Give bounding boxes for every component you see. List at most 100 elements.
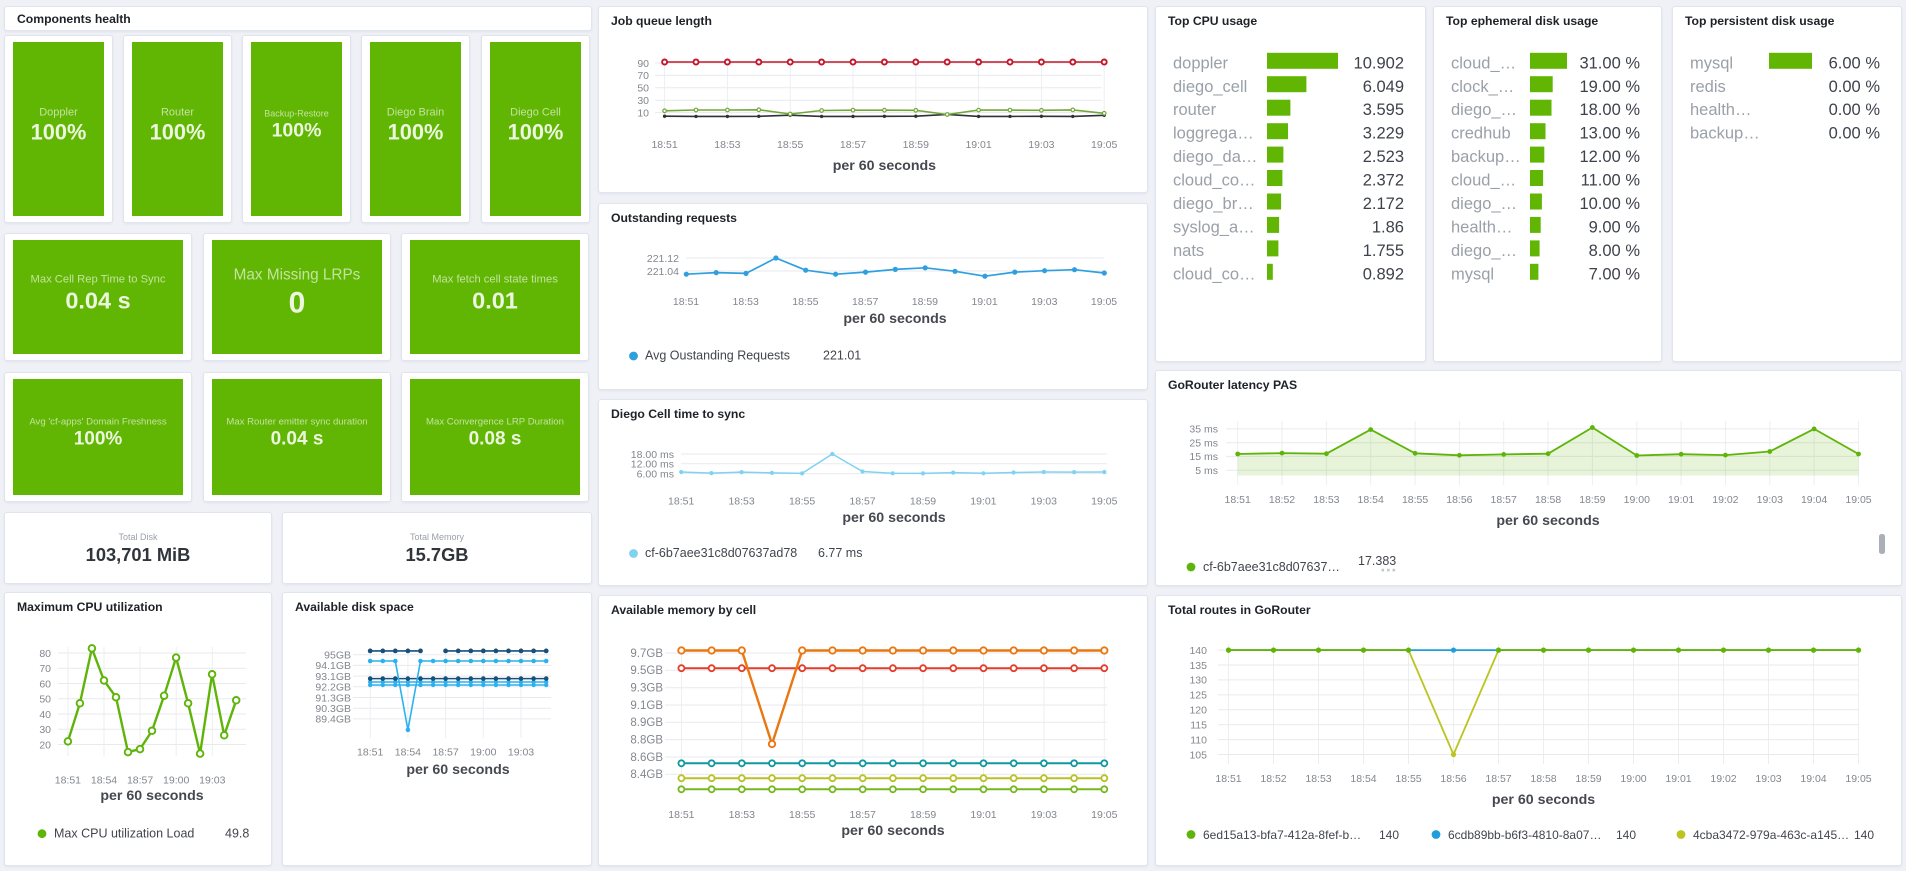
- svg-text:18:59: 18:59: [1575, 773, 1601, 785]
- svg-text:per 60 seconds: per 60 seconds: [833, 158, 936, 174]
- svg-text:93.1GB: 93.1GB: [315, 671, 351, 683]
- svg-text:19.00 %: 19.00 %: [1579, 78, 1640, 96]
- svg-text:10.00 %: 10.00 %: [1579, 195, 1640, 213]
- svg-text:19:03: 19:03: [508, 747, 534, 759]
- svg-text:12.00 ms: 12.00 ms: [631, 459, 674, 471]
- svg-text:221.04: 221.04: [647, 266, 679, 278]
- svg-text:cloud_…: cloud_…: [1451, 54, 1516, 72]
- svg-text:4cba3472-979a-463c-a145…: 4cba3472-979a-463c-a145…: [1693, 828, 1849, 842]
- svg-text:18:54: 18:54: [395, 747, 421, 759]
- svg-text:19:01: 19:01: [970, 809, 996, 821]
- svg-text:18:57: 18:57: [852, 296, 878, 308]
- svg-text:per 60 seconds: per 60 seconds: [100, 788, 203, 804]
- svg-text:cf-6b7aee31c8d07637…: cf-6b7aee31c8d07637…: [1203, 560, 1340, 574]
- svg-text:19:02: 19:02: [1710, 773, 1736, 785]
- svg-text:18:53: 18:53: [733, 296, 759, 308]
- svg-text:40: 40: [39, 709, 51, 721]
- svg-text:18:57: 18:57: [432, 747, 458, 759]
- svg-text:18:57: 18:57: [849, 496, 875, 508]
- svg-text:18:57: 18:57: [1485, 773, 1511, 785]
- svg-text:19:00: 19:00: [1620, 773, 1646, 785]
- svg-text:90.3GB: 90.3GB: [315, 703, 351, 715]
- svg-text:2.172: 2.172: [1363, 195, 1404, 213]
- svg-text:92.2GB: 92.2GB: [315, 682, 351, 694]
- svg-text:18:52: 18:52: [1269, 494, 1295, 506]
- svg-text:19:05: 19:05: [1845, 773, 1871, 785]
- svg-text:3.595: 3.595: [1363, 101, 1404, 119]
- svg-text:12.00 %: 12.00 %: [1579, 148, 1640, 166]
- svg-text:backup…: backup…: [1690, 125, 1760, 143]
- svg-text:diego_da…: diego_da…: [1173, 148, 1257, 166]
- svg-text:syslog_a…: syslog_a…: [1173, 218, 1255, 236]
- svg-text:18:51: 18:51: [1215, 773, 1241, 785]
- svg-text:18:59: 18:59: [910, 496, 936, 508]
- svg-text:per 60 seconds: per 60 seconds: [406, 762, 509, 778]
- svg-text:10.902: 10.902: [1354, 54, 1404, 72]
- svg-text:135: 135: [1189, 660, 1207, 672]
- svg-text:8.4GB: 8.4GB: [630, 769, 663, 781]
- svg-text:19:01: 19:01: [970, 496, 996, 508]
- svg-text:doppler: doppler: [1173, 54, 1229, 72]
- svg-text:13.00 %: 13.00 %: [1579, 125, 1640, 143]
- svg-text:health…: health…: [1690, 101, 1751, 119]
- svg-text:9.1GB: 9.1GB: [630, 700, 663, 712]
- svg-text:18:55: 18:55: [1402, 494, 1428, 506]
- svg-text:18:59: 18:59: [1579, 494, 1605, 506]
- svg-text:7.00 %: 7.00 %: [1589, 265, 1641, 283]
- svg-text:19:03: 19:03: [199, 775, 225, 787]
- svg-text:140: 140: [1379, 828, 1399, 842]
- svg-text:19:05: 19:05: [1091, 809, 1117, 821]
- svg-text:cloud_co…: cloud_co…: [1173, 172, 1256, 190]
- svg-text:18.00 %: 18.00 %: [1579, 101, 1640, 119]
- svg-text:8.6GB: 8.6GB: [630, 752, 663, 764]
- svg-text:110: 110: [1190, 734, 1207, 746]
- svg-text:18:51: 18:51: [668, 809, 694, 821]
- svg-text:8.9GB: 8.9GB: [630, 717, 663, 729]
- svg-text:19:03: 19:03: [1031, 496, 1057, 508]
- svg-text:0.00 %: 0.00 %: [1829, 125, 1881, 143]
- svg-text:9.5GB: 9.5GB: [630, 665, 663, 677]
- svg-text:95GB: 95GB: [324, 650, 351, 662]
- svg-text:130: 130: [1189, 675, 1207, 687]
- svg-text:18:55: 18:55: [777, 139, 803, 151]
- svg-text:cloud_co…: cloud_co…: [1173, 265, 1256, 283]
- svg-text:19:03: 19:03: [1031, 809, 1057, 821]
- svg-text:19:04: 19:04: [1801, 494, 1827, 506]
- svg-text:19:04: 19:04: [1800, 773, 1826, 785]
- svg-text:140: 140: [1854, 828, 1874, 842]
- svg-text:120: 120: [1189, 705, 1207, 717]
- svg-text:91.3GB: 91.3GB: [315, 692, 351, 704]
- svg-text:94.1GB: 94.1GB: [315, 660, 351, 672]
- svg-text:50: 50: [39, 694, 51, 706]
- svg-text:18:53: 18:53: [1313, 494, 1339, 506]
- svg-text:18:52: 18:52: [1260, 773, 1286, 785]
- svg-text:per 60 seconds: per 60 seconds: [841, 823, 944, 839]
- svg-text:19:01: 19:01: [1668, 494, 1694, 506]
- svg-text:9.00 %: 9.00 %: [1589, 218, 1641, 236]
- svg-text:18:53: 18:53: [714, 139, 740, 151]
- svg-text:cloud_…: cloud_…: [1451, 172, 1516, 190]
- svg-text:18:58: 18:58: [1535, 494, 1561, 506]
- svg-text:0.00 %: 0.00 %: [1829, 101, 1881, 119]
- svg-text:19:05: 19:05: [1091, 139, 1117, 151]
- svg-text:70: 70: [39, 663, 51, 675]
- svg-text:18:53: 18:53: [729, 809, 755, 821]
- svg-text:per 60 seconds: per 60 seconds: [1492, 792, 1595, 808]
- svg-text:125: 125: [1189, 690, 1207, 702]
- svg-text:18:51: 18:51: [651, 139, 677, 151]
- svg-text:105: 105: [1189, 749, 1207, 761]
- svg-text:18:55: 18:55: [789, 809, 815, 821]
- svg-text:19:01: 19:01: [971, 296, 997, 308]
- svg-text:nats: nats: [1173, 242, 1204, 260]
- svg-text:18:51: 18:51: [668, 496, 694, 508]
- svg-text:9.7GB: 9.7GB: [630, 648, 663, 660]
- svg-text:clock_…: clock_…: [1451, 78, 1514, 96]
- svg-text:router: router: [1173, 101, 1217, 119]
- svg-text:19:01: 19:01: [965, 139, 991, 151]
- svg-text:18:55: 18:55: [1395, 773, 1421, 785]
- svg-text:11.00 %: 11.00 %: [1581, 172, 1641, 190]
- svg-text:18:51: 18:51: [55, 775, 81, 787]
- svg-text:18:53: 18:53: [1305, 773, 1331, 785]
- svg-text:221.12: 221.12: [647, 253, 679, 265]
- svg-text:18:56: 18:56: [1440, 773, 1466, 785]
